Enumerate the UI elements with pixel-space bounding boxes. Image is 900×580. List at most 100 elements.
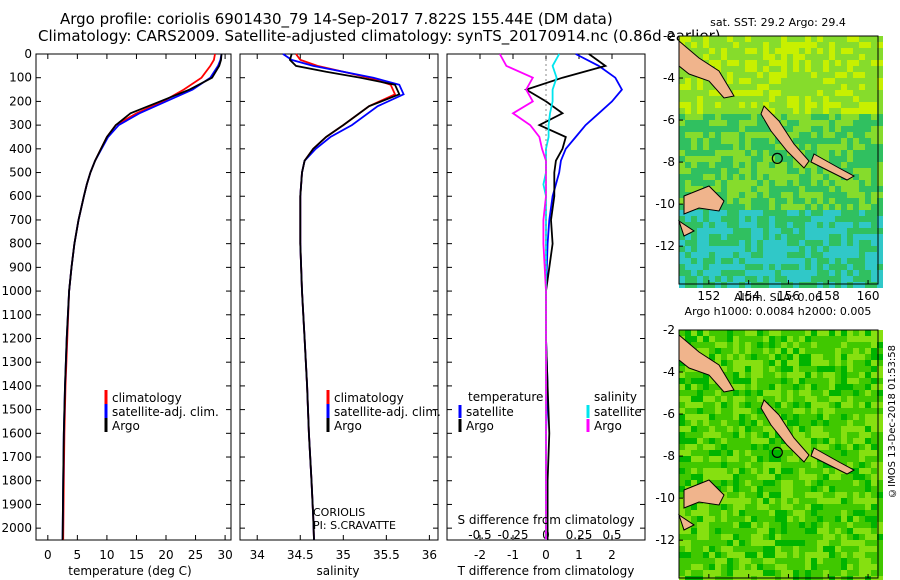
map-cell <box>715 162 721 168</box>
map-cell <box>775 528 781 534</box>
map-cell <box>829 378 835 384</box>
map-cell <box>685 432 691 438</box>
map-cell <box>793 570 799 576</box>
map-cell <box>757 462 763 468</box>
map-cell <box>841 498 847 504</box>
map-cell <box>721 252 727 258</box>
map-cell <box>787 162 793 168</box>
map-cell <box>853 534 859 540</box>
map-cell <box>793 474 799 480</box>
map-cell <box>745 72 751 78</box>
map-cell <box>769 270 775 276</box>
map-cell <box>679 462 685 468</box>
map-cell <box>853 414 859 420</box>
map-cell <box>727 138 733 144</box>
map-cell <box>733 222 739 228</box>
map-cell <box>781 366 787 372</box>
map-cell <box>703 114 709 120</box>
map-cell <box>835 366 841 372</box>
map-cell <box>757 276 763 282</box>
map-cell <box>835 396 841 402</box>
map-cell <box>853 510 859 516</box>
map-cell <box>703 450 709 456</box>
map-cell <box>685 450 691 456</box>
map-cell <box>739 432 745 438</box>
map-cell <box>751 192 757 198</box>
map-cell <box>757 534 763 540</box>
map-cell <box>781 546 787 552</box>
map-cell <box>745 360 751 366</box>
map-cell <box>745 342 751 348</box>
map-cell <box>871 384 877 390</box>
map-cell <box>817 108 823 114</box>
map-cell <box>823 234 829 240</box>
map-cell <box>787 360 793 366</box>
map-cell <box>859 132 865 138</box>
map-cell <box>775 90 781 96</box>
map-cell <box>721 42 727 48</box>
map-cell <box>799 192 805 198</box>
map-cell <box>817 234 823 240</box>
map-cell <box>853 276 859 282</box>
map-cell <box>697 462 703 468</box>
map-cell <box>733 114 739 120</box>
map-cell <box>697 330 703 336</box>
map-cell <box>697 438 703 444</box>
map-cell <box>829 342 835 348</box>
map-cell <box>691 330 697 336</box>
map-cell <box>775 144 781 150</box>
map-cell <box>685 264 691 270</box>
map-cell <box>691 168 697 174</box>
map-cell <box>835 480 841 486</box>
map-y-tick-label: -10 <box>655 491 675 505</box>
map-cell <box>793 522 799 528</box>
map-cell <box>811 402 817 408</box>
map-cell <box>823 480 829 486</box>
map-cell <box>853 240 859 246</box>
map-cell <box>793 348 799 354</box>
map-cell <box>847 444 853 450</box>
map-cell <box>835 354 841 360</box>
map-cell <box>847 258 853 264</box>
map-cell <box>835 204 841 210</box>
map-cell <box>853 354 859 360</box>
map-cell <box>697 570 703 576</box>
map-cell <box>841 492 847 498</box>
map-cell <box>865 228 871 234</box>
map-cell <box>727 186 733 192</box>
legend-salinity-header: salinity <box>594 390 637 404</box>
map-cell <box>805 348 811 354</box>
map-cell <box>769 336 775 342</box>
map-cell <box>871 192 877 198</box>
island-shape <box>683 479 725 509</box>
map-cell <box>793 384 799 390</box>
map-cell <box>769 510 775 516</box>
map-cell <box>727 276 733 282</box>
map-cell <box>745 414 751 420</box>
map-cell <box>769 282 775 288</box>
map-cell <box>745 450 751 456</box>
map-cell <box>841 132 847 138</box>
map-cell <box>757 174 763 180</box>
map-cell <box>859 504 865 510</box>
map-cell <box>769 486 775 492</box>
map-cell <box>739 258 745 264</box>
map-cell <box>757 360 763 366</box>
map-cell <box>871 258 877 264</box>
map-cell <box>685 564 691 570</box>
map-cell <box>799 462 805 468</box>
map-cell <box>727 402 733 408</box>
map-cell <box>781 216 787 222</box>
map-cell <box>733 348 739 354</box>
map-cell <box>805 198 811 204</box>
map-cell <box>721 48 727 54</box>
map-cell <box>745 462 751 468</box>
map-cell <box>769 348 775 354</box>
map-cell <box>703 126 709 132</box>
map-cell <box>709 420 715 426</box>
map-cell <box>721 486 727 492</box>
map-cell <box>691 342 697 348</box>
map-cell <box>697 342 703 348</box>
map-cell <box>829 336 835 342</box>
